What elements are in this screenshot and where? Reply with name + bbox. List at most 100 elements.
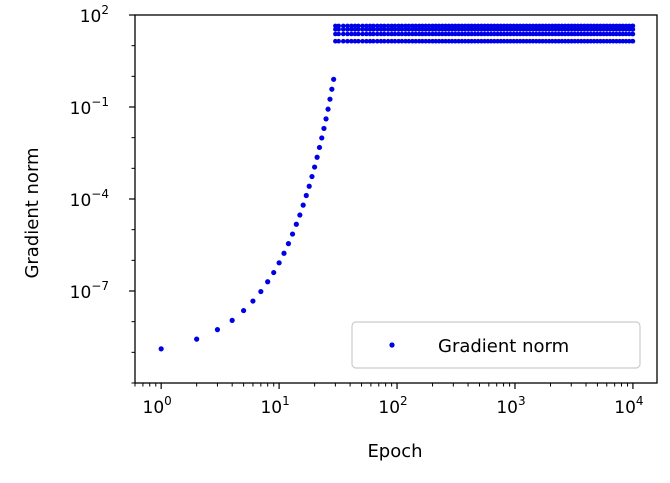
plot-area <box>158 23 636 352</box>
data-point <box>614 27 619 32</box>
data-point <box>514 38 520 44</box>
data-point <box>325 106 331 112</box>
y-tick-label: 10−1 <box>70 95 109 119</box>
data-point <box>349 38 354 44</box>
data-point <box>479 27 484 32</box>
data-point <box>540 31 545 37</box>
data-point <box>630 38 636 44</box>
data-point <box>549 27 555 32</box>
data-point <box>258 288 264 295</box>
data-point <box>453 38 458 44</box>
data-point <box>360 23 365 29</box>
data-point <box>533 31 539 37</box>
data-point <box>382 23 387 29</box>
data-point <box>591 27 597 32</box>
data-point <box>511 31 517 37</box>
data-point <box>511 27 517 32</box>
data-point <box>250 298 256 304</box>
data-point <box>553 38 558 44</box>
data-point <box>413 38 419 44</box>
data-point <box>403 23 408 29</box>
data-point <box>626 31 632 37</box>
data-point <box>433 23 439 29</box>
data-point <box>498 27 504 32</box>
data-point <box>352 31 358 37</box>
data-point <box>289 231 296 237</box>
data-point <box>585 38 590 44</box>
data-point <box>575 31 581 37</box>
data-point <box>521 23 526 29</box>
data-point <box>214 327 221 333</box>
data-point <box>498 38 504 44</box>
data-point <box>433 38 439 44</box>
data-point <box>403 27 408 32</box>
data-point <box>620 31 626 37</box>
data-point <box>462 23 468 29</box>
data-point <box>314 154 320 160</box>
data-point <box>530 38 536 44</box>
data-point <box>466 31 471 37</box>
data-point <box>501 27 507 32</box>
data-point <box>623 38 629 44</box>
data-point <box>321 125 327 132</box>
data-point <box>482 23 487 29</box>
data-point <box>626 38 632 44</box>
data-point <box>378 31 384 37</box>
data-point <box>549 23 555 29</box>
data-point <box>508 23 513 29</box>
data-point <box>462 27 468 32</box>
data-point <box>443 31 448 37</box>
data-point <box>433 31 439 37</box>
data-point <box>607 23 613 29</box>
data-point <box>485 38 491 44</box>
data-point <box>524 38 529 44</box>
data-point <box>527 23 533 29</box>
data-point <box>626 27 632 32</box>
data-point <box>508 27 513 32</box>
data-point <box>469 23 474 29</box>
data-point <box>501 31 507 37</box>
data-point <box>453 27 458 32</box>
data-point <box>456 27 461 32</box>
data-point <box>360 38 365 44</box>
data-point <box>543 27 549 32</box>
data-point <box>559 38 565 44</box>
data-point <box>319 135 325 141</box>
data-point <box>543 31 549 37</box>
data-point <box>410 23 415 29</box>
data-point <box>543 23 549 29</box>
data-point <box>367 23 373 29</box>
data-point <box>413 23 419 29</box>
data-point <box>466 38 471 44</box>
data-point <box>356 27 361 32</box>
data-point <box>426 27 432 32</box>
data-point <box>575 23 581 29</box>
data-point <box>527 27 533 32</box>
data-point <box>420 23 425 29</box>
data-point <box>562 27 568 32</box>
data-point <box>356 31 361 37</box>
data-point <box>517 38 523 44</box>
data-point <box>492 27 497 32</box>
data-point <box>416 23 422 29</box>
data-point <box>492 23 497 29</box>
data-point <box>578 31 584 37</box>
data-point <box>598 31 603 37</box>
data-point <box>443 27 448 32</box>
data-point <box>453 23 458 29</box>
data-point <box>524 23 529 29</box>
data-point <box>416 27 422 32</box>
data-point <box>349 27 354 32</box>
data-point <box>385 27 391 32</box>
data-point <box>449 27 455 32</box>
data-point <box>367 38 373 44</box>
data-point <box>449 31 455 37</box>
data-point <box>469 31 474 37</box>
data-point <box>336 27 341 32</box>
data-point <box>585 31 590 37</box>
data-point <box>623 27 629 32</box>
data-point <box>430 27 435 32</box>
data-point <box>594 38 600 44</box>
data-point <box>582 38 587 44</box>
